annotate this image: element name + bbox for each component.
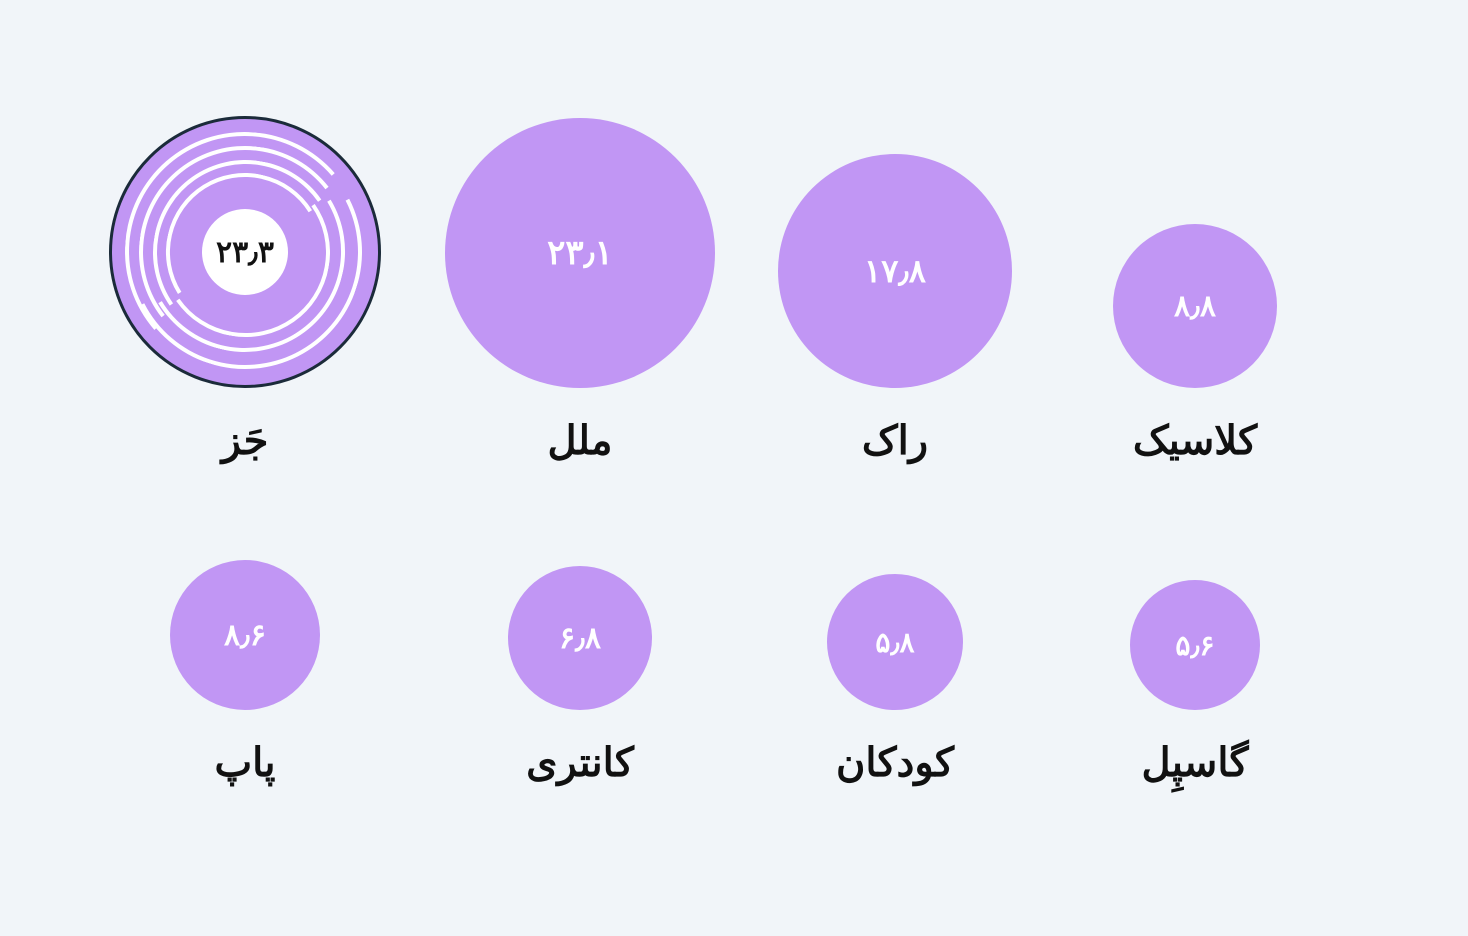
bubble-item: ۲۳٫۳ جَز bbox=[109, 108, 381, 464]
bubble-label: کودکان bbox=[836, 740, 954, 786]
bubble: ۵٫۶ bbox=[1130, 580, 1260, 710]
bubble-value: ۶٫۸ bbox=[559, 621, 601, 656]
bubble-label: ملل bbox=[548, 418, 613, 464]
bubble: ۶٫۸ bbox=[508, 566, 652, 710]
bubble: ۱۷٫۸ bbox=[778, 154, 1012, 388]
bubble: ۸٫۶ bbox=[170, 560, 320, 710]
bubble-item: ۸٫۶ پاپ bbox=[135, 560, 355, 786]
bubble-value: ۸٫۶ bbox=[224, 618, 266, 653]
bubble-label: کانتری bbox=[526, 740, 634, 786]
bubble-value: ۵٫۶ bbox=[1175, 629, 1214, 662]
bubble-item: ۶٫۸ کانتری bbox=[470, 560, 690, 786]
bubble-value: ۵٫۸ bbox=[875, 626, 914, 659]
bubble: ۵٫۸ bbox=[827, 574, 963, 710]
bubble-item: ۱۷٫۸ راک bbox=[778, 108, 1012, 464]
bubble-item: ۸٫۸ کلاسیک bbox=[1085, 108, 1305, 464]
bubble-item: ۲۳٫۱ ملل bbox=[445, 108, 715, 464]
bubble: ۲۳٫۳ bbox=[109, 116, 381, 388]
vinyl-center: ۲۳٫۳ bbox=[202, 209, 288, 295]
bubble-value: ۱۷٫۸ bbox=[864, 252, 926, 290]
bubble-item: ۵٫۶ گاسپِل bbox=[1085, 560, 1305, 786]
bubble-chart: ۲۳٫۳ جَز ۲۳٫۱ ملل ۱۷٫۸ راک ۸٫۸ کلاسیک ۸٫۶ پاپ ۶٫۸ ک… bbox=[0, 0, 1468, 936]
bubble-label: پاپ bbox=[215, 740, 276, 786]
bubble-value: ۲۳٫۱ bbox=[547, 233, 613, 273]
bubble-item: ۵٫۸ کودکان bbox=[785, 560, 1005, 786]
bubble-value: ۸٫۸ bbox=[1174, 289, 1216, 324]
bubble: ۸٫۸ bbox=[1113, 224, 1277, 388]
bubble-label: گاسپِل bbox=[1141, 740, 1248, 786]
bubble-value: ۲۳٫۳ bbox=[216, 235, 274, 270]
bubble-label: راک bbox=[862, 418, 928, 464]
bubble-label: جَز bbox=[222, 418, 269, 464]
bubble-label: کلاسیک bbox=[1133, 418, 1257, 464]
bubble: ۲۳٫۱ bbox=[445, 118, 715, 388]
